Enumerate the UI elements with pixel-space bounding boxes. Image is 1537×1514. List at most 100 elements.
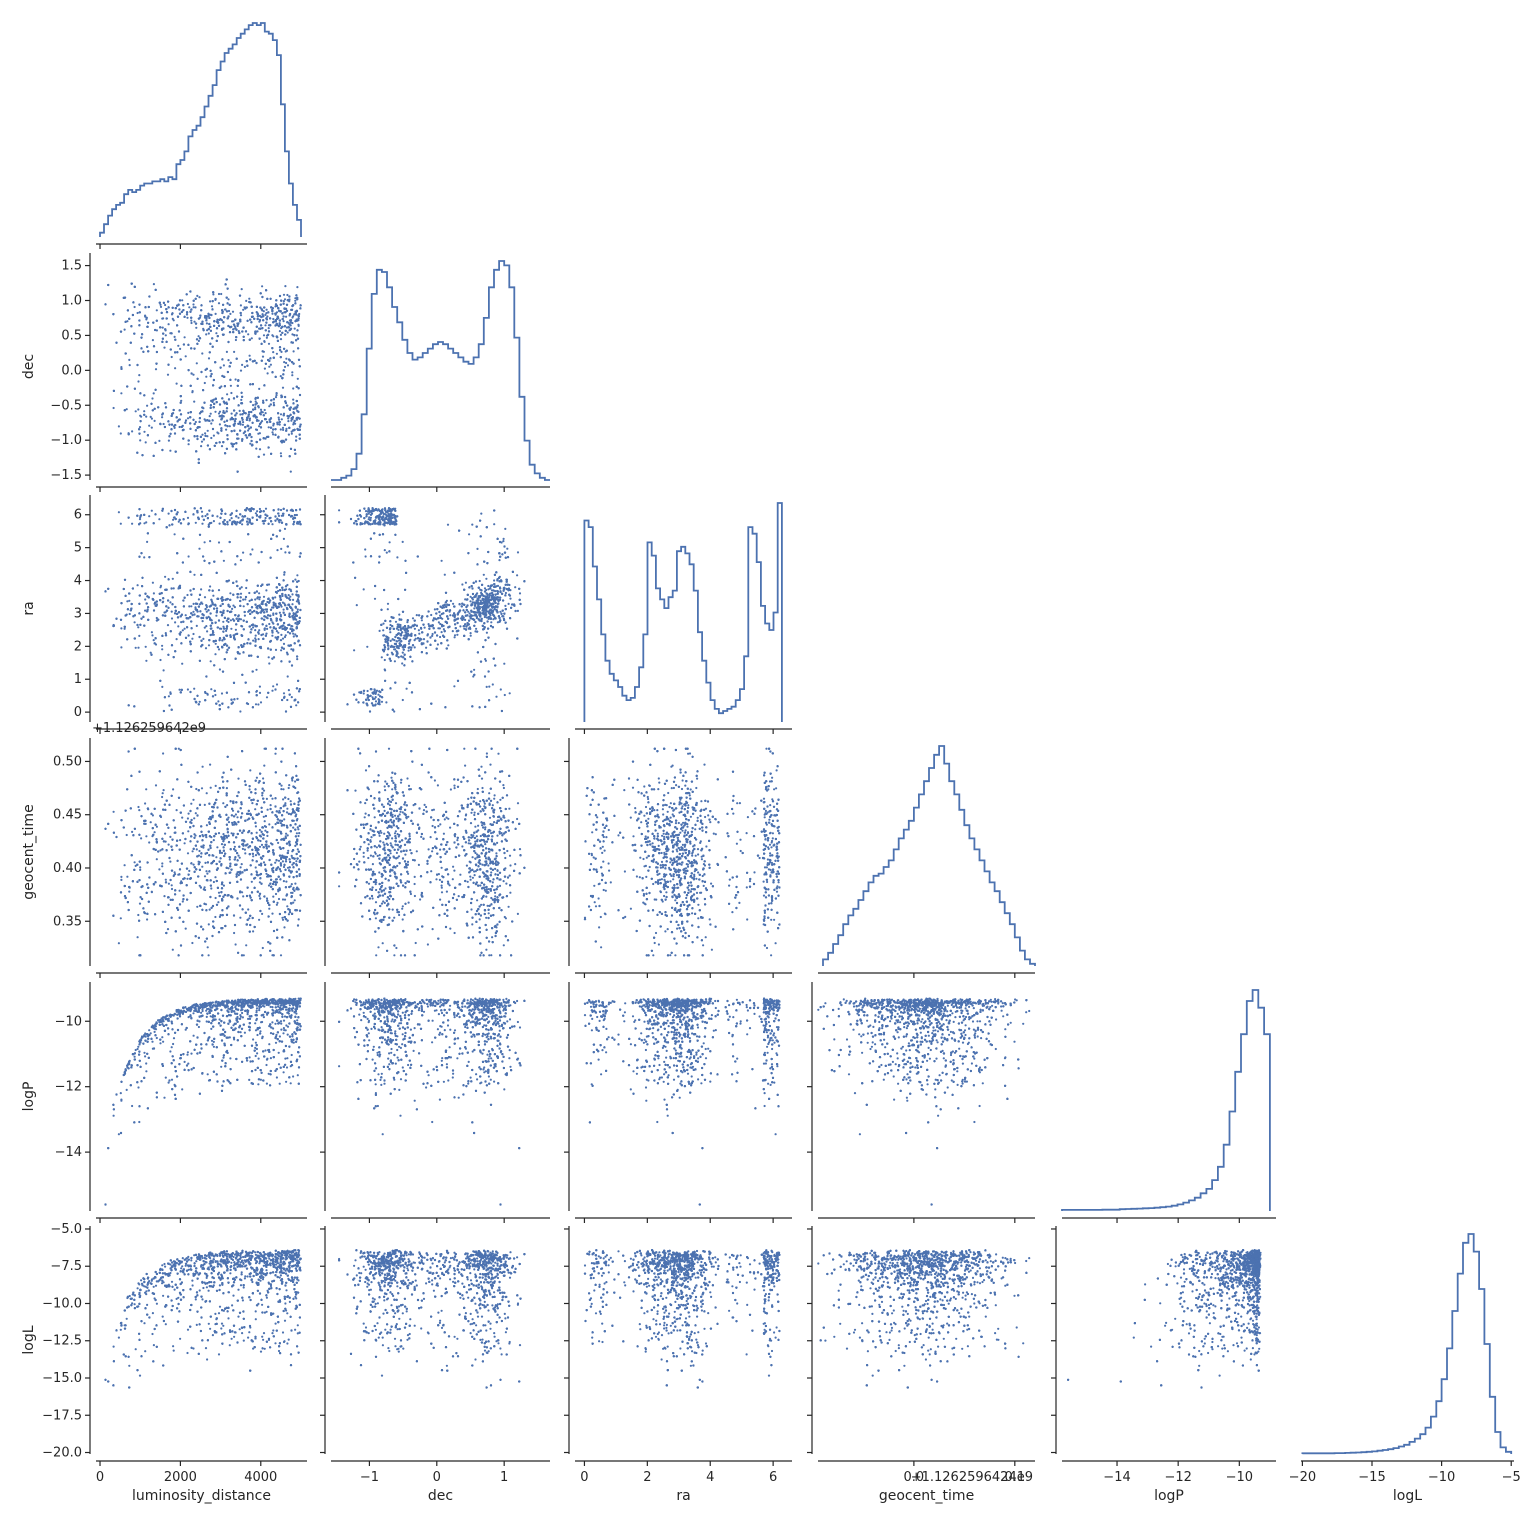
scatter-point <box>263 596 265 598</box>
scatter-point <box>222 671 224 673</box>
scatter-point <box>169 601 171 603</box>
scatter-point <box>167 607 169 609</box>
scatter-point <box>211 337 213 339</box>
scatter-point <box>279 597 281 599</box>
scatter-point <box>176 351 178 353</box>
scatter-point <box>296 418 298 420</box>
scatter-point <box>192 303 194 305</box>
scatter-point <box>220 418 222 420</box>
scatter-point <box>216 327 218 329</box>
scatter-point <box>236 555 238 557</box>
scatter-point <box>229 541 231 543</box>
scatter-point <box>271 371 273 373</box>
scatter-point <box>201 515 203 517</box>
scatter-point <box>286 350 288 352</box>
scatter-point <box>236 396 238 398</box>
scatter-point <box>223 560 225 562</box>
scatter-point <box>219 704 221 706</box>
scatter-point <box>130 325 132 327</box>
scatter-point <box>226 635 228 637</box>
scatter-point <box>280 428 282 430</box>
scatter-point <box>138 319 140 321</box>
scatter-point <box>296 581 298 583</box>
panel-ra-vs-luminosity_distance: 0123456 <box>74 495 307 734</box>
scatter-point <box>221 328 223 330</box>
scatter-point <box>164 696 166 698</box>
scatter-point <box>162 333 164 335</box>
scatter-point <box>250 321 252 323</box>
scatter-point <box>193 588 195 590</box>
scatter-point <box>259 692 261 694</box>
scatter-point <box>234 563 236 565</box>
scatter-point <box>162 338 164 340</box>
scatter-point <box>219 639 221 641</box>
scatter-point <box>272 335 274 337</box>
scatter-point <box>267 617 269 619</box>
scatter-point <box>221 397 223 399</box>
scatter-point <box>127 608 129 610</box>
scatter-point <box>161 449 163 451</box>
scatter-point <box>269 357 271 359</box>
scatter-point <box>210 404 212 406</box>
scatter-point <box>259 511 261 513</box>
scatter-point <box>293 350 295 352</box>
scatter-point <box>235 329 237 331</box>
scatter-point <box>281 377 283 379</box>
scatter-point <box>168 323 170 325</box>
scatter-point <box>128 600 130 602</box>
scatter-point <box>264 341 266 343</box>
scatter-point <box>190 612 192 614</box>
scatter-point <box>287 631 289 633</box>
scatter-point <box>226 651 228 653</box>
scatter-point <box>290 319 292 321</box>
scatter-point <box>254 406 256 408</box>
scatter-point <box>265 517 267 519</box>
scatter-point <box>292 402 294 404</box>
scatter-point <box>199 534 201 536</box>
scatter-point <box>291 333 293 335</box>
scatter-point <box>220 318 222 320</box>
scatter-point <box>280 639 282 641</box>
scatter-point <box>159 304 161 306</box>
scatter-point <box>206 322 208 324</box>
scatter-point <box>200 436 202 438</box>
scatter-point <box>218 325 220 327</box>
scatter-point <box>138 612 140 614</box>
scatter-point <box>266 315 268 317</box>
scatter-point <box>294 449 296 451</box>
scatter-point <box>193 401 195 403</box>
scatter-point <box>215 332 217 334</box>
scatter-point <box>246 417 248 419</box>
scatter-point <box>265 635 267 637</box>
scatter-point <box>268 327 270 329</box>
scatter-point <box>132 301 134 303</box>
scatter-point <box>198 606 200 608</box>
scatter-point <box>208 510 210 512</box>
scatter-point <box>135 647 137 649</box>
scatter-point <box>284 528 286 530</box>
scatter-point <box>251 444 253 446</box>
scatter-point <box>229 331 231 333</box>
scatter-point <box>233 351 235 353</box>
scatter-point <box>137 312 139 314</box>
scatter-point <box>227 341 229 343</box>
scatter-point <box>199 701 201 703</box>
scatter-point <box>299 508 301 510</box>
scatter-point <box>283 308 285 310</box>
scatter-point <box>283 609 285 611</box>
scatter-point <box>193 603 195 605</box>
y-tick-label: 1 <box>74 672 82 687</box>
scatter-point <box>249 383 251 385</box>
scatter-point <box>249 339 251 341</box>
scatter-point <box>284 325 286 327</box>
scatter-point <box>174 533 176 535</box>
scatter-point <box>258 561 260 563</box>
scatter-point <box>286 405 288 407</box>
scatter-point <box>288 295 290 297</box>
scatter-point <box>133 705 135 707</box>
scatter-point <box>195 323 197 325</box>
scatter-point <box>143 522 145 524</box>
scatter-point <box>298 387 300 389</box>
scatter-point <box>239 710 241 712</box>
scatter-point <box>229 425 231 427</box>
